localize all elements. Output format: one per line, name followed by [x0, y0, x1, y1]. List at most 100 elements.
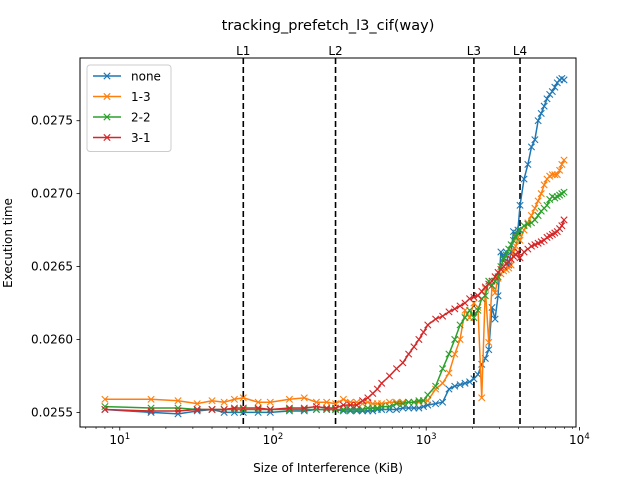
legend-entry: 1-3 — [93, 90, 151, 104]
data-point — [174, 397, 182, 405]
data-point — [560, 188, 568, 196]
data-point — [524, 160, 532, 169]
data-point — [540, 181, 548, 189]
data-point — [531, 204, 539, 212]
data-point — [419, 328, 428, 336]
data-point — [147, 407, 155, 415]
series-line — [104, 77, 565, 415]
data-point — [285, 404, 294, 412]
data-point — [445, 385, 453, 393]
data-point — [445, 308, 453, 316]
y-axis-label: Execution time — [1, 198, 15, 288]
series-3-1 — [101, 216, 568, 415]
data-point — [101, 402, 109, 411]
series-none — [101, 74, 568, 418]
data-point — [230, 404, 238, 412]
legend-marker — [103, 72, 111, 80]
data-point — [405, 350, 413, 358]
data-point — [456, 321, 464, 329]
data-point — [451, 382, 459, 390]
data-point — [392, 365, 401, 373]
data-point — [509, 227, 518, 236]
legend-entry: 3-1 — [93, 131, 151, 145]
data-point — [488, 277, 496, 285]
data-point — [534, 211, 542, 220]
data-point — [331, 404, 340, 412]
y-tick-label: 0.0270 — [31, 187, 73, 201]
data-point — [266, 408, 274, 417]
data-point — [323, 398, 331, 406]
data-point — [230, 395, 238, 403]
data-point — [512, 233, 520, 241]
data-point — [346, 398, 354, 406]
data-point — [531, 136, 539, 144]
data-point — [478, 287, 486, 295]
data-point — [560, 216, 568, 224]
data-point — [439, 365, 447, 373]
y-tick-label: 0.0255 — [31, 405, 73, 419]
data-point — [478, 394, 486, 402]
data-point — [432, 315, 440, 323]
data-point — [285, 395, 294, 403]
series-1-3 — [101, 156, 568, 408]
data-point — [385, 405, 394, 414]
data-point — [432, 382, 440, 390]
legend-label: 1-3 — [131, 90, 151, 104]
data-point — [399, 400, 407, 408]
data-point — [558, 222, 566, 230]
data-point — [507, 241, 515, 249]
data-point — [353, 401, 361, 409]
data-point — [378, 402, 386, 411]
data-point — [378, 379, 386, 387]
data-point — [456, 381, 464, 389]
data-point — [405, 404, 413, 412]
data-point — [392, 400, 401, 408]
data-point — [101, 405, 109, 414]
data-point — [524, 220, 532, 228]
data-point — [470, 293, 478, 301]
data-point — [369, 407, 377, 415]
legend-label: 2-2 — [131, 111, 151, 125]
data-point — [527, 211, 536, 220]
legend-entry: 2-2 — [93, 111, 151, 125]
data-point — [456, 302, 464, 310]
data-point — [193, 405, 201, 414]
data-point — [491, 273, 499, 281]
data-point — [392, 405, 401, 414]
data-point — [461, 314, 469, 322]
series-line — [104, 219, 565, 412]
y-axis: 0.0255 0.0260 0.0265 0.0270 0.0275 — [31, 114, 80, 419]
plot-area-frame — [79, 57, 577, 428]
data-point — [451, 305, 459, 313]
data-point — [537, 109, 545, 118]
cache-line-label: L2 — [328, 44, 342, 58]
data-point — [439, 312, 447, 320]
data-point — [451, 335, 459, 344]
data-point — [485, 277, 493, 285]
data-point — [537, 190, 545, 198]
data-point — [466, 295, 474, 303]
data-point — [470, 314, 478, 322]
data-point — [432, 400, 440, 408]
data-point — [424, 321, 432, 329]
data-point — [174, 410, 182, 418]
data-point — [346, 401, 354, 409]
data-point — [491, 289, 499, 297]
cache-line-label: L4 — [513, 44, 527, 58]
y-tick-label: 0.0265 — [31, 260, 73, 274]
data-point — [548, 87, 556, 96]
data-point — [266, 405, 274, 414]
data-point — [543, 95, 551, 103]
data-point — [254, 404, 262, 412]
legend-marker — [103, 92, 111, 101]
data-point — [540, 102, 548, 110]
data-point — [358, 405, 367, 414]
data-point — [339, 395, 347, 403]
x-tick-label: 104 — [569, 432, 590, 447]
data-point — [439, 379, 447, 387]
data-point — [439, 398, 447, 406]
legend-marker — [103, 113, 111, 121]
data-point — [558, 160, 566, 169]
series-layer — [101, 74, 568, 418]
data-point — [474, 306, 482, 314]
